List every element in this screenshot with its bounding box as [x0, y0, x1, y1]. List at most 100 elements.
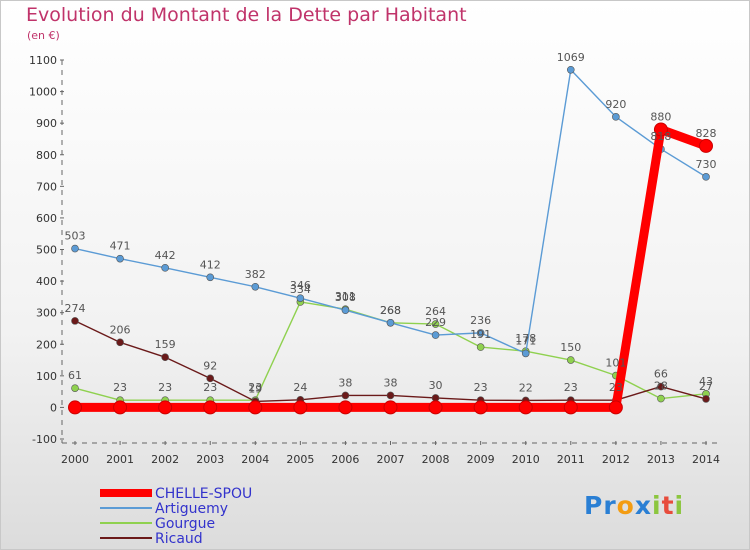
data-label: 22 — [519, 381, 533, 394]
y-tick-label: 200 — [36, 338, 57, 351]
data-label: 23 — [248, 381, 262, 394]
y-tick-label: 300 — [36, 307, 57, 320]
x-tick-label: 2002 — [151, 453, 179, 466]
x-tick-label: 2004 — [241, 453, 269, 466]
data-point — [657, 382, 665, 391]
data-point — [653, 122, 668, 137]
x-tick-label: 2007 — [377, 453, 405, 466]
data-point — [296, 294, 305, 302]
data-label: 150 — [560, 341, 581, 354]
data-label: 28 — [654, 380, 668, 393]
legend-label: Artiguemy — [155, 501, 228, 517]
data-label: 828 — [696, 127, 717, 140]
chart-title: Evolution du Montant de la Dette par Hab… — [26, 4, 467, 26]
data-label: 346 — [290, 279, 311, 292]
data-label: 920 — [605, 98, 626, 111]
data-label: 23 — [203, 381, 217, 394]
data-point — [341, 306, 350, 314]
data-point — [293, 400, 308, 415]
axes: -100 0 100 200 300 400 500 600 700 800 900 1000 1100… — [29, 54, 720, 466]
data-label: 38 — [338, 376, 352, 389]
data-label: 191 — [470, 328, 491, 341]
data-label: 23 — [113, 381, 127, 394]
y-tick-label: 700 — [36, 180, 57, 193]
data-label: 1069 — [557, 51, 585, 64]
data-label: 43 — [699, 375, 713, 388]
data-point — [383, 400, 398, 415]
data-point — [566, 356, 575, 364]
x-tick-label: 2011 — [557, 453, 585, 466]
series-layer — [68, 65, 713, 415]
x-tick-label: 2000 — [61, 453, 89, 466]
data-point — [158, 400, 173, 415]
data-point — [386, 318, 395, 327]
data-point — [206, 273, 215, 282]
x-tick-label: 2014 — [692, 453, 720, 466]
data-point — [702, 173, 710, 181]
data-label: 66 — [654, 368, 668, 381]
y-tick-label: 900 — [36, 117, 57, 130]
data-label: 27 — [699, 380, 713, 393]
data-label: 178 — [515, 332, 536, 345]
data-point — [608, 400, 623, 415]
x-tick-label: 2006 — [331, 453, 359, 466]
data-point — [203, 400, 218, 415]
data-label: 61 — [68, 369, 82, 382]
y-tick-label: 800 — [36, 149, 57, 162]
chart-unit: (en €) — [27, 29, 60, 42]
x-tick-label: 2003 — [196, 453, 224, 466]
data-point — [113, 400, 128, 415]
data-label: 442 — [155, 249, 176, 262]
data-label: 730 — [696, 158, 717, 171]
data-label: 268 — [380, 304, 401, 317]
data-point — [251, 282, 260, 291]
data-label: 818 — [650, 130, 671, 143]
data-label: 274 — [65, 302, 86, 315]
data-label: 206 — [110, 323, 131, 336]
data-point — [386, 391, 395, 400]
data-point — [476, 343, 485, 351]
data-label: 30 — [429, 379, 443, 392]
data-label: 382 — [245, 268, 266, 281]
data-point — [341, 391, 350, 400]
data-point — [431, 320, 440, 328]
data-point — [338, 400, 353, 415]
data-label: 23 — [609, 381, 623, 394]
data-label: 229 — [425, 316, 446, 329]
x-tick-label: 2012 — [602, 453, 630, 466]
data-label: 92 — [203, 359, 217, 372]
data-point — [473, 400, 488, 415]
data-point — [161, 353, 169, 361]
data-point — [68, 400, 82, 415]
legend-label: CHELLE-SPOU — [155, 486, 252, 502]
x-tick-label: 2005 — [286, 453, 314, 466]
y-tick-label: 500 — [36, 244, 57, 257]
x-tick-label: 2009 — [467, 453, 495, 466]
data-labels: 61 23 23 23 23 334 311 268 264 191 178 150 101 28 43 50… — [65, 51, 717, 396]
y-tick-label: 400 — [36, 275, 57, 288]
data-point — [71, 384, 79, 392]
data-label: 23 — [564, 381, 578, 394]
data-label: 308 — [335, 291, 356, 304]
y-tick-label: 1100 — [29, 54, 57, 67]
y-tick-label: 0 — [50, 401, 57, 414]
data-point — [431, 331, 440, 339]
data-point — [702, 395, 710, 403]
data-point — [71, 244, 79, 253]
data-label: 171 — [515, 334, 536, 347]
x-tick-label: 2013 — [647, 453, 675, 466]
data-label: 23 — [158, 381, 172, 394]
data-point — [476, 329, 485, 337]
data-label: 23 — [474, 381, 488, 394]
data-point — [116, 254, 124, 263]
data-label: 236 — [470, 314, 491, 327]
data-label: 38 — [384, 376, 398, 389]
y-tick-label: 100 — [36, 370, 57, 383]
legend-label: Ricaud — [155, 531, 203, 547]
data-label: 412 — [200, 258, 221, 271]
data-point — [248, 400, 263, 415]
data-point — [206, 374, 215, 383]
data-label: 24 — [293, 381, 307, 394]
